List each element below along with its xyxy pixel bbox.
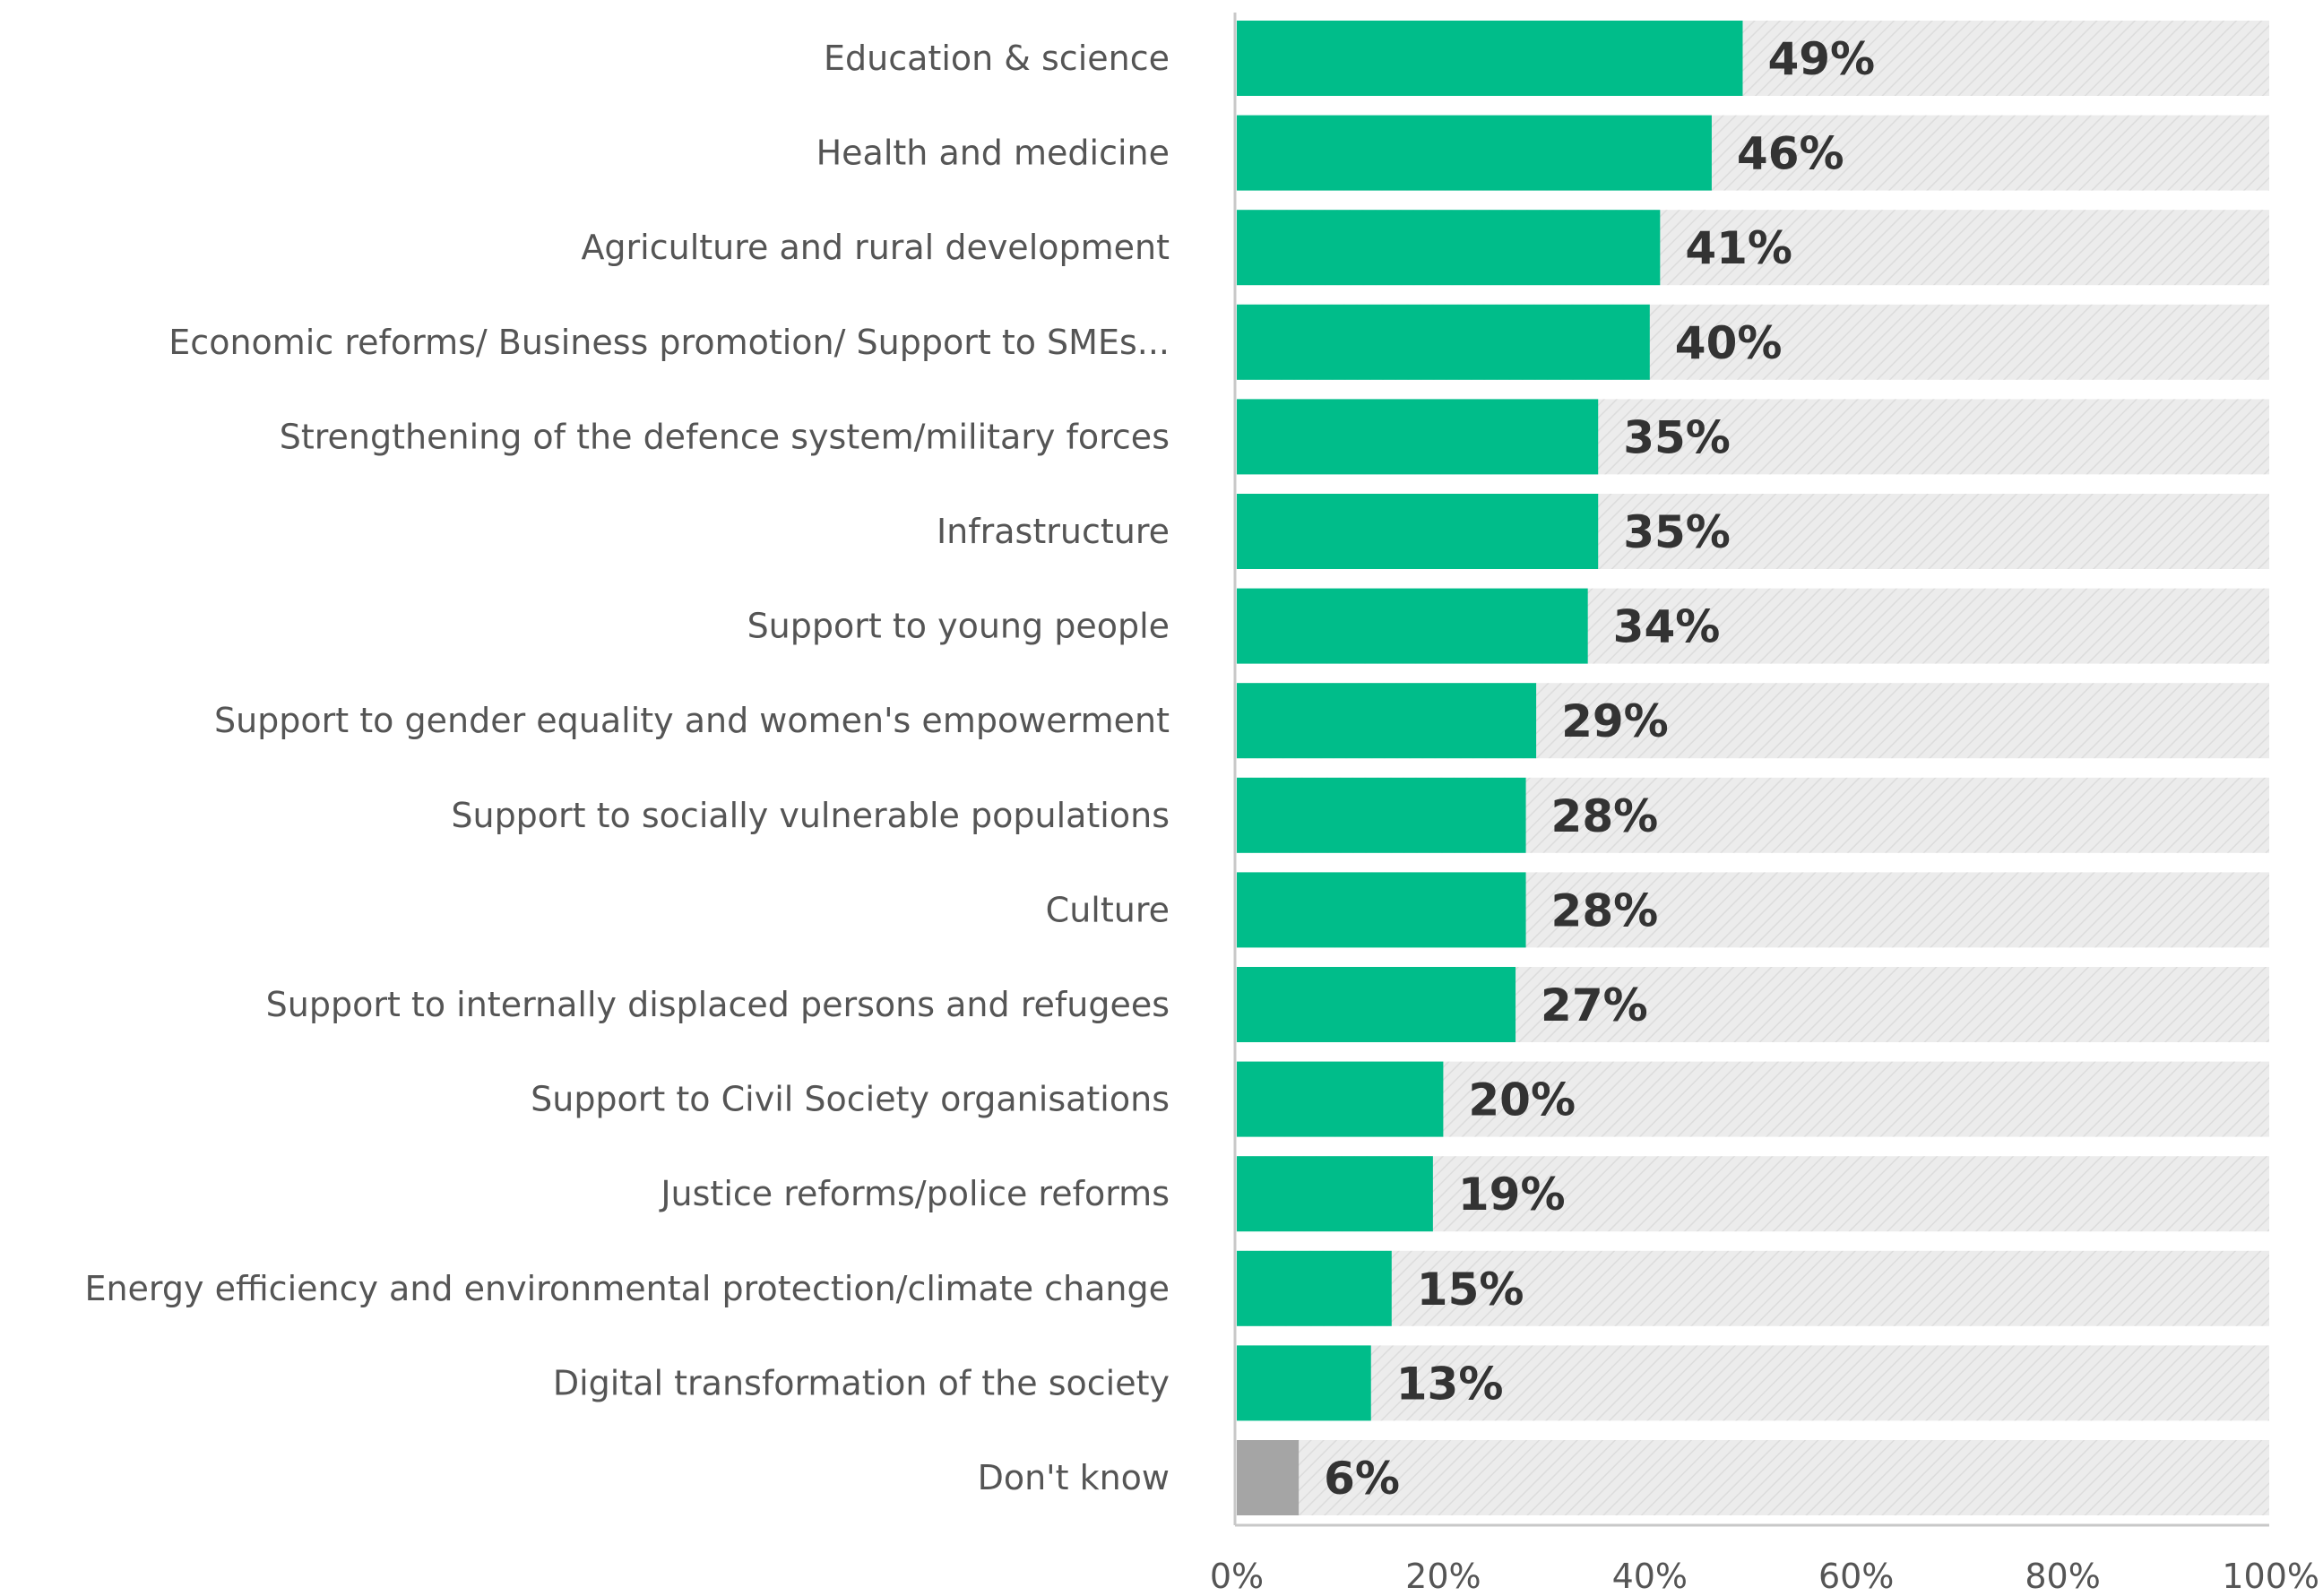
bar [1237,1250,1392,1326]
labels-layer: Education & science 49% Health and medicin… [84,33,1875,1505]
x-tick-label: 100% [2222,1557,2319,1596]
bar [1237,588,1588,664]
bars-layer [1237,21,2269,1515]
value-label: 13% [1396,1358,1504,1410]
bar [1237,1156,1433,1232]
category-label: Support to socially vulnerable populatio… [451,796,1170,835]
category-label: Support to young people [747,607,1170,646]
category-label: Health and medicine [816,134,1170,173]
bar [1237,115,1712,191]
bar [1237,967,1516,1042]
x-tick-label: 0% [1210,1557,1264,1596]
bar [1237,1345,1371,1421]
category-label: Justice reforms/police reforms [659,1174,1170,1213]
category-label: Strengthening of the defence system/mili… [280,417,1170,456]
value-label: 20% [1468,1074,1576,1126]
value-label: 34% [1613,601,1721,653]
bar [1237,683,1537,759]
category-label: Economic reforms/ Business promotion/ Su… [168,323,1170,362]
value-label: 28% [1551,790,1659,842]
value-label: 35% [1623,506,1731,558]
bar [1237,872,1526,948]
category-label: Energy efficiency and environmental prot… [84,1269,1170,1308]
bar [1237,304,1650,380]
value-label: 29% [1561,695,1669,747]
category-label: Support to Civil Society organisations [531,1080,1170,1119]
bar [1237,1440,1300,1515]
bar [1237,777,1526,853]
category-label: Digital transformation of the society [553,1363,1170,1402]
category-label: Agriculture and rural development [581,228,1170,267]
bar [1237,210,1661,286]
bar-remainder [1237,1250,2269,1326]
value-label: 19% [1458,1169,1566,1221]
x-axis-ticks: 0% 20% 40% 60% 80% 100% [1210,1557,2319,1596]
x-tick-label: 60% [1818,1557,1894,1596]
category-label: Culture [1046,890,1170,929]
value-label: 40% [1675,317,1783,369]
category-label: Education & science [824,39,1170,78]
value-label: 41% [1685,222,1792,274]
value-label: 49% [1767,33,1875,85]
x-tick-label: 80% [2025,1557,2100,1596]
category-label: Support to internally displaced persons … [266,985,1170,1024]
value-label: 15% [1417,1264,1524,1316]
bar [1237,494,1599,569]
category-label: Support to gender equality and women's e… [214,701,1170,740]
value-label: 28% [1551,884,1659,936]
category-label: Don't know [978,1458,1170,1497]
bar-remainder [1237,1345,2269,1421]
bar [1237,21,1743,96]
x-tick-label: 40% [1612,1557,1688,1596]
value-label: 35% [1623,411,1731,463]
value-label: 27% [1541,979,1648,1031]
x-tick-label: 20% [1405,1557,1481,1596]
category-label: Infrastructure [937,512,1170,551]
value-label: 6% [1324,1453,1400,1505]
bar [1237,1061,1444,1137]
value-label: 46% [1737,128,1844,180]
bar [1237,399,1599,475]
bar-remainder [1237,1440,2269,1515]
